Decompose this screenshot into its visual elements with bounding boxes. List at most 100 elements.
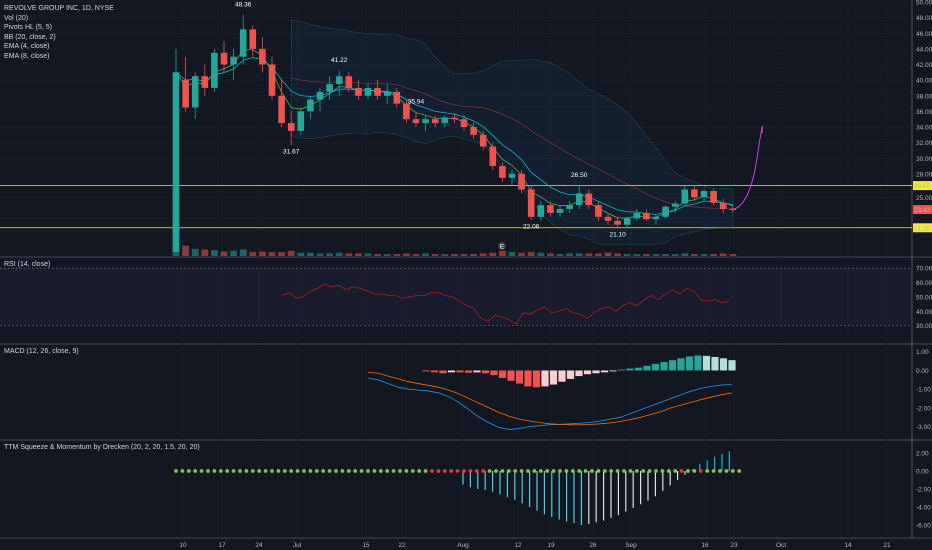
x-tick-label: 16 bbox=[701, 542, 709, 549]
squeeze-dot bbox=[366, 469, 370, 473]
volume-bar bbox=[316, 253, 324, 256]
squeeze-dot bbox=[417, 469, 422, 473]
volume-bar bbox=[499, 250, 506, 256]
squeeze-dot bbox=[308, 469, 313, 473]
rsi-pane-label: RSI (14, close) bbox=[4, 261, 51, 268]
squeeze-dot bbox=[564, 469, 569, 473]
macd-histogram-bar bbox=[609, 370, 617, 372]
x-tick-label: 10 bbox=[179, 542, 187, 549]
legend-pivots: Pivots HL (5, 5) bbox=[4, 24, 52, 31]
volume-bar bbox=[326, 253, 333, 256]
candle-body bbox=[383, 91, 391, 96]
candle-body bbox=[335, 76, 343, 85]
candle-body bbox=[422, 119, 429, 124]
macd-histogram-bar bbox=[481, 370, 490, 374]
candle-body bbox=[201, 76, 209, 88]
macd-histogram-bar bbox=[617, 369, 626, 371]
volume-bar bbox=[614, 253, 621, 256]
volume-bar bbox=[633, 254, 641, 256]
macd-histogram-bar bbox=[600, 370, 609, 373]
candle-body bbox=[460, 119, 468, 127]
volume-bar bbox=[268, 252, 276, 256]
x-tick-label: 15 bbox=[362, 542, 370, 549]
bollinger-basis-line bbox=[291, 77, 733, 209]
squeeze-dot bbox=[462, 469, 466, 473]
volume-bar bbox=[182, 245, 189, 256]
price-tick-label: 32.00 bbox=[916, 140, 932, 147]
macd-histogram-bar bbox=[677, 358, 685, 371]
x-tick-label: Sep bbox=[625, 542, 637, 549]
macd-histogram-bar bbox=[643, 365, 651, 371]
squeeze-dot bbox=[372, 469, 377, 473]
squeeze-dot bbox=[686, 469, 690, 473]
x-tick-label: 21 bbox=[883, 542, 891, 549]
volume-bar bbox=[489, 252, 497, 256]
squeeze-dot bbox=[474, 469, 479, 473]
candle-body bbox=[191, 76, 199, 108]
squeeze-dot bbox=[206, 469, 210, 473]
squeeze-dot bbox=[327, 469, 332, 473]
volume-bar bbox=[239, 249, 247, 256]
x-tick-label: 12 bbox=[514, 542, 522, 549]
x-tick-label: 26 bbox=[589, 542, 597, 549]
volume-bar bbox=[364, 253, 372, 256]
macd-tick-label: -1.00 bbox=[916, 387, 931, 394]
squeeze-dot bbox=[231, 469, 236, 473]
candle-body bbox=[556, 209, 564, 213]
candle-body bbox=[393, 91, 401, 104]
volume-bar bbox=[287, 250, 295, 256]
macd-histogram-bar bbox=[583, 370, 592, 375]
volume-bar bbox=[556, 254, 564, 256]
rsi-tick-label: 60.00 bbox=[916, 280, 932, 287]
macd-histogram-bar bbox=[626, 368, 634, 371]
squeeze-dot bbox=[295, 469, 300, 473]
squeeze-dot bbox=[398, 469, 402, 473]
macd-histogram-bar bbox=[541, 370, 549, 387]
volume-bar bbox=[527, 252, 535, 256]
squeeze-dot bbox=[180, 469, 185, 473]
candle-body bbox=[527, 189, 535, 217]
squeeze-dot bbox=[641, 469, 646, 473]
squeeze-dot bbox=[705, 469, 710, 473]
squeeze-dot bbox=[244, 469, 249, 473]
price-tick-label: 25.00 bbox=[916, 195, 932, 202]
price-tick-label: 46.00 bbox=[916, 31, 932, 38]
squeeze-dot bbox=[263, 469, 268, 473]
candle-body bbox=[499, 166, 506, 178]
macd-histogram-bar bbox=[549, 370, 558, 385]
squeeze-dot bbox=[257, 469, 262, 473]
candle-body bbox=[355, 87, 362, 96]
volume-bar bbox=[700, 254, 708, 256]
squeeze-dot bbox=[730, 469, 735, 473]
macd-tick-label: 0.00 bbox=[916, 368, 929, 375]
squeeze-dot bbox=[596, 469, 601, 473]
squeeze-dot bbox=[270, 469, 274, 473]
volume-bar bbox=[412, 254, 420, 256]
candle-body bbox=[403, 103, 410, 120]
macd-histogram-bar bbox=[447, 370, 456, 373]
macd-histogram-bar bbox=[566, 370, 575, 379]
candle-body bbox=[479, 134, 487, 147]
price-tick-label: 44.00 bbox=[916, 46, 932, 53]
volume-bar bbox=[710, 254, 717, 256]
squeeze-dot bbox=[724, 469, 729, 473]
squeeze-dot bbox=[359, 469, 364, 473]
volume-bar bbox=[297, 252, 305, 256]
macd-histogram-bar bbox=[634, 367, 643, 371]
pivot-label: 21.10 bbox=[609, 231, 626, 238]
pivot-label: 48.36 bbox=[235, 2, 252, 9]
squeeze-dot bbox=[513, 469, 518, 473]
volume-bar bbox=[671, 254, 679, 256]
volume-bar bbox=[451, 254, 458, 256]
candle-body bbox=[172, 72, 180, 252]
macd-histogram-bar bbox=[456, 370, 464, 373]
volume-bar bbox=[623, 254, 631, 256]
earnings-event-marker bbox=[498, 242, 506, 250]
candle-body bbox=[700, 191, 708, 198]
candle-body bbox=[537, 205, 545, 217]
price-tick-label: 30.00 bbox=[916, 156, 932, 163]
squeeze-dot bbox=[570, 469, 575, 473]
chart-legend: REVOLVE GROUP INC, 1D, NYSE Vol (20) Piv… bbox=[4, 4, 114, 61]
candle-body bbox=[182, 80, 189, 108]
